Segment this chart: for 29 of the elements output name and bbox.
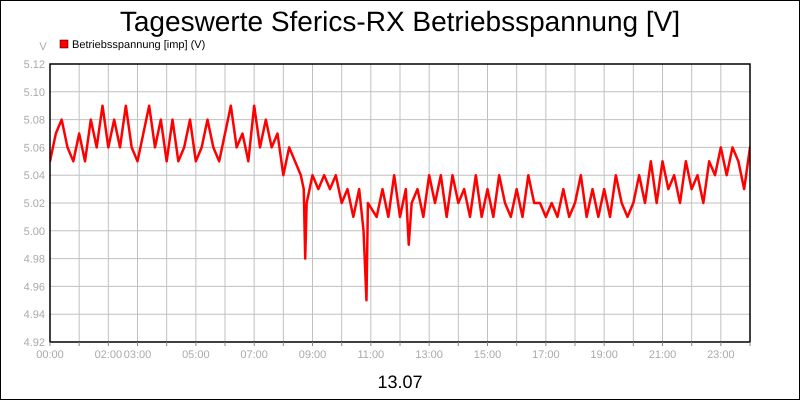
y-tick-label: 5.12 (24, 59, 45, 71)
x-tick-label: 19:00 (590, 349, 618, 361)
x-tick-label: 09:00 (298, 349, 326, 361)
x-tick-label: 15:00 (474, 349, 502, 361)
y-tick-label: 5.00 (24, 226, 45, 238)
x-tick-label: 11:00 (357, 349, 384, 361)
x-tick-label: 13:00 (415, 349, 443, 361)
x-axis-title: 13.07 (377, 372, 423, 392)
x-tick-label: 21:00 (648, 349, 676, 361)
y-tick-label: 5.10 (24, 86, 45, 99)
x-tick-label: 02:00 (94, 349, 122, 361)
y-tick-label: 4.98 (24, 254, 45, 266)
y-tick-label: 4.94 (24, 309, 45, 322)
line-series (50, 104, 750, 302)
y-tick-label: 5.08 (24, 114, 45, 127)
x-tick-label: 00:00 (36, 349, 64, 361)
y-tick-label: 4.92 (24, 337, 45, 349)
x-tick-label: 05:00 (182, 349, 210, 361)
y-tick-label: 4.96 (24, 281, 45, 294)
x-tick-label: 17:00 (532, 349, 560, 361)
chart-title: Tageswerte Sferics-RX Betriebsspannung [V] (120, 6, 680, 37)
y-tick-label: 5.04 (24, 170, 45, 182)
x-tick-label: 23:00 (707, 349, 735, 361)
x-tick-label: 03:00 (124, 349, 152, 361)
x-tick-label: 07:00 (240, 349, 268, 361)
legend-label: Betriebsspannung [imp] (V) (72, 39, 206, 51)
y-axis-title: V (39, 41, 48, 53)
y-tick-label: 5.06 (24, 142, 45, 154)
y-tick-label: 5.02 (24, 198, 45, 210)
